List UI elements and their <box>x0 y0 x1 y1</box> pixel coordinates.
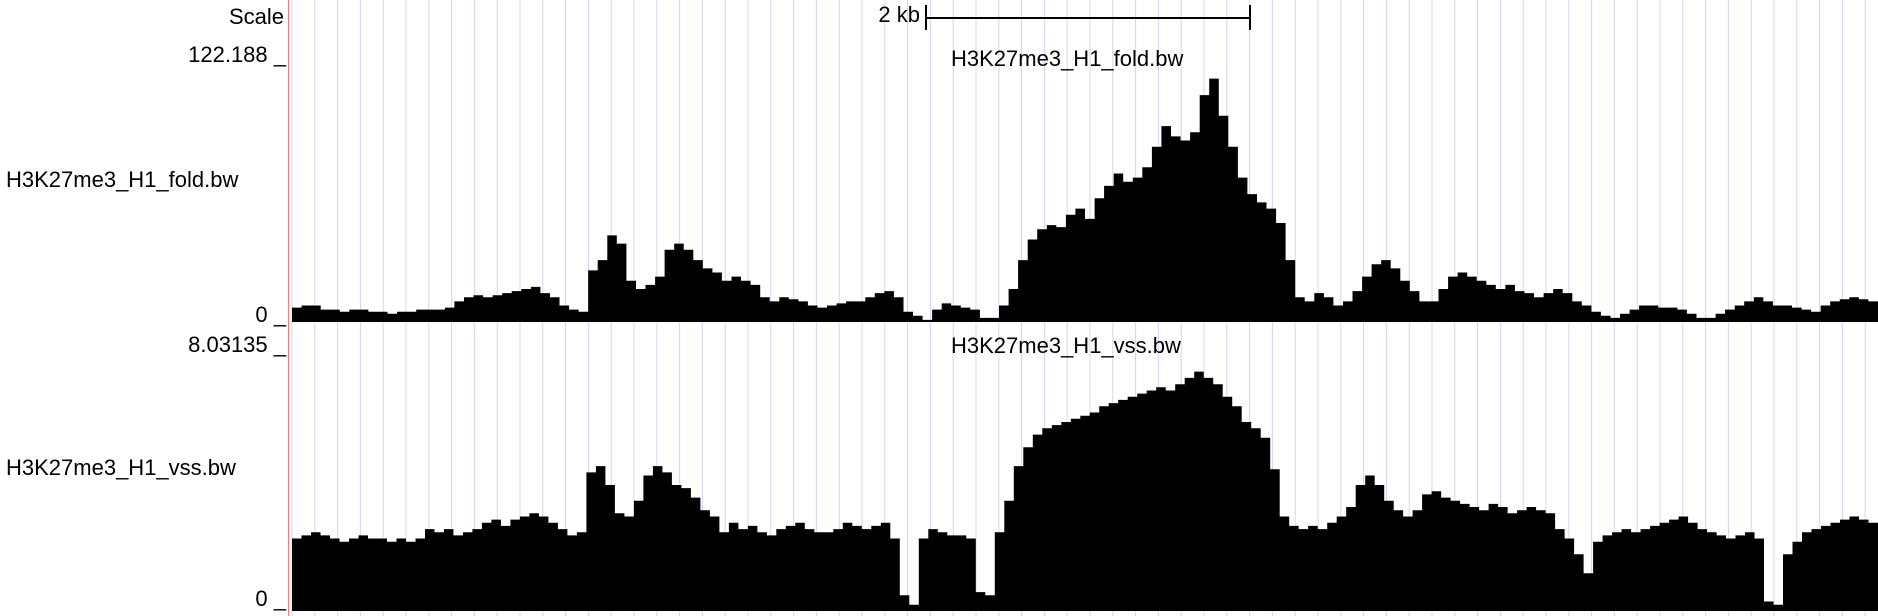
track-side-label[interactable]: H3K27me3_H1_vss.bw <box>6 455 236 480</box>
track-center-label: H3K27me3_H1_vss.bw <box>951 333 1181 358</box>
signal-area <box>292 78 1878 322</box>
track-side-label[interactable]: H3K27me3_H1_fold.bw <box>6 167 239 192</box>
signal-track-h3k27me3-h1-vss <box>292 371 1878 611</box>
track-max-label: 122.188 _ <box>188 42 286 67</box>
track-label-panel <box>0 0 288 616</box>
scale-bar-text: 2 kb <box>878 2 920 27</box>
signal-track-h3k27me3-h1-fold <box>292 78 1878 322</box>
track-center-label: H3K27me3_H1_fold.bw <box>951 46 1184 71</box>
left-border-line <box>288 0 289 616</box>
scale-bar <box>925 5 1251 30</box>
track-min-label: 0 _ <box>255 586 286 611</box>
track-max-label: 8.03135 _ <box>188 332 286 357</box>
scale-label: Scale <box>228 4 284 29</box>
signal-area <box>292 371 1878 611</box>
track-min-label: 0 _ <box>255 302 286 327</box>
